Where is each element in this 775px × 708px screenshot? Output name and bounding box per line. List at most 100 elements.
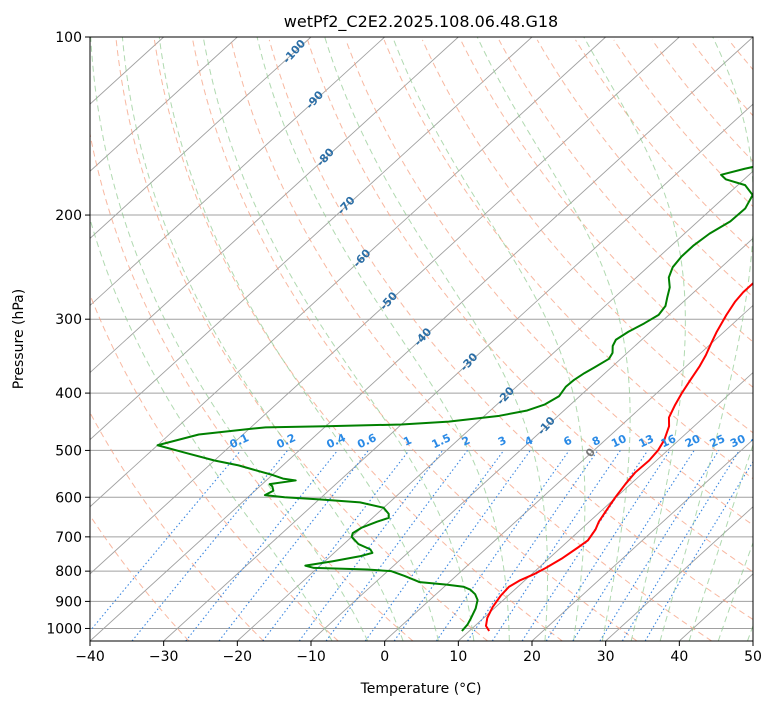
moist-adiabat-line [659,37,753,641]
dry-adiabat-line [115,39,488,641]
isotherm-line [90,37,753,641]
plot-frame [89,36,754,642]
dry-adiabat-line [192,39,638,641]
dry-adiabat-line [767,40,775,641]
y-tick-label: 400 [55,386,82,402]
mixing-ratio-label: 6 [561,434,574,449]
x-tick-label: −20 [223,649,253,665]
isotherm-line [90,37,312,239]
dry-adiabat-line [90,411,264,641]
moist-adiabat-line [476,37,631,641]
chart-title: wetPf2_C2E2.2025.108.06.48.G18 [284,12,558,32]
mixing-ratio-line [435,450,570,641]
isotherm-line [310,237,753,641]
y-tick-label: 1000 [46,621,82,637]
x-tick-label: 40 [670,649,688,665]
mixing-ratio-label: 13 [637,432,656,450]
grid [90,37,775,641]
isotherm-line [90,37,385,307]
moist-adiabat-line [392,37,586,641]
mixing-ratio-label: 20 [683,432,703,450]
mixing-ratio-line [467,450,599,641]
y-tick-label: 800 [55,564,82,580]
isotherm-line [752,640,753,641]
isotherm-line [384,304,753,641]
mixing-ratio-label: 0.4 [325,431,348,451]
moist-adiabat-line [202,37,475,641]
mixing-ratio-line [298,450,444,641]
mixing-ratio-line [90,450,242,632]
y-axis-title: Pressure (hPa) [11,289,27,389]
mixing-ratio-line [364,450,505,641]
dry-adiabat-line [575,39,753,253]
dry-adiabat-label: -100 [280,37,308,66]
moist-adiabat-line [121,37,404,641]
isotherm-line [458,371,753,641]
moist-adiabat-line [746,624,753,641]
moist-adiabat-line [688,443,753,641]
x-tick-label: 50 [744,649,762,665]
moist-adiabat-line [324,37,549,641]
mixing-ratio-label: 8 [590,434,602,449]
mixing-ratio-label: 0.2 [275,431,298,451]
moist-adiabat-line [717,541,753,641]
y-tick-label: 700 [55,530,82,546]
mixing-ratio-label: 0.1 [228,431,251,451]
moist-adiabat-line [256,37,510,641]
y-tick-label: 600 [55,490,82,506]
mixing-ratio-line [131,450,289,641]
x-tick-label: −10 [296,649,326,665]
x-tick-label: 0 [380,649,389,665]
dry-adiabat-line [90,514,190,641]
dry-adiabat-line [383,39,753,480]
dry-adiabat-line [90,293,339,641]
mixing-ratio-label: 1 [401,434,413,449]
isotherm-line [90,37,459,374]
y-tick-label: 900 [55,594,82,610]
mixing-ratio-label: 36 [749,432,769,450]
dry-adiabat-line [153,39,563,641]
line-labels: -100-90-80-70-60-50-40-30-20-100.1 0.2 0.4… [228,37,769,460]
dry-adiabat-line [90,131,414,641]
dry-adiabat-line [689,39,753,117]
dry-adiabat-line [651,39,753,163]
moist-adiabat-line [158,37,439,641]
dry-adiabat-line [230,39,712,641]
mixing-ratio-line [218,450,369,641]
isotherm-line [90,37,606,508]
dewpoint-profile-line [156,165,753,632]
dry-adiabat-line [268,39,753,621]
isotherm-line [90,37,238,172]
mixing-ratio-line [185,450,338,641]
dry-adiabat-line [345,39,753,526]
isotherm-line [163,103,753,641]
mixing-ratio-line [393,450,531,641]
dry-adiabat-line [536,39,753,298]
mixing-ratio-label: 3 [496,434,508,449]
profiles [156,165,753,632]
mixing-ratio-line [572,450,695,641]
moist-adiabat-line [90,217,333,641]
mixing-ratio-line [621,450,740,641]
x-tick-label: 10 [449,649,467,665]
mixing-ratio-line [491,450,621,641]
isotherm-line [90,37,680,575]
isotherm-line [237,170,753,641]
isotherm-line [90,37,533,441]
x-tick-label: 20 [523,649,541,665]
mixing-ratio-label: 25 [708,432,727,450]
x-axis-title: Temperature (°C) [360,681,482,697]
y-tick-label: 500 [55,443,82,459]
isotherm-line [605,506,753,641]
mixing-ratio-line [545,450,671,641]
axes: −40 −30 −20 −10 0 10 20 30 40 50 1000 900 800 700 600 5… [46,30,762,665]
x-tick-label: −40 [75,649,105,665]
y-tick-label: 200 [55,208,82,224]
temperature-profile-line [484,281,753,632]
x-tick-label: −30 [149,649,179,665]
dry-adiabat-line [307,39,753,573]
mixing-ratio-line [325,450,468,641]
moist-adiabat-line [90,37,369,641]
dry-adiabat-line [498,39,753,343]
